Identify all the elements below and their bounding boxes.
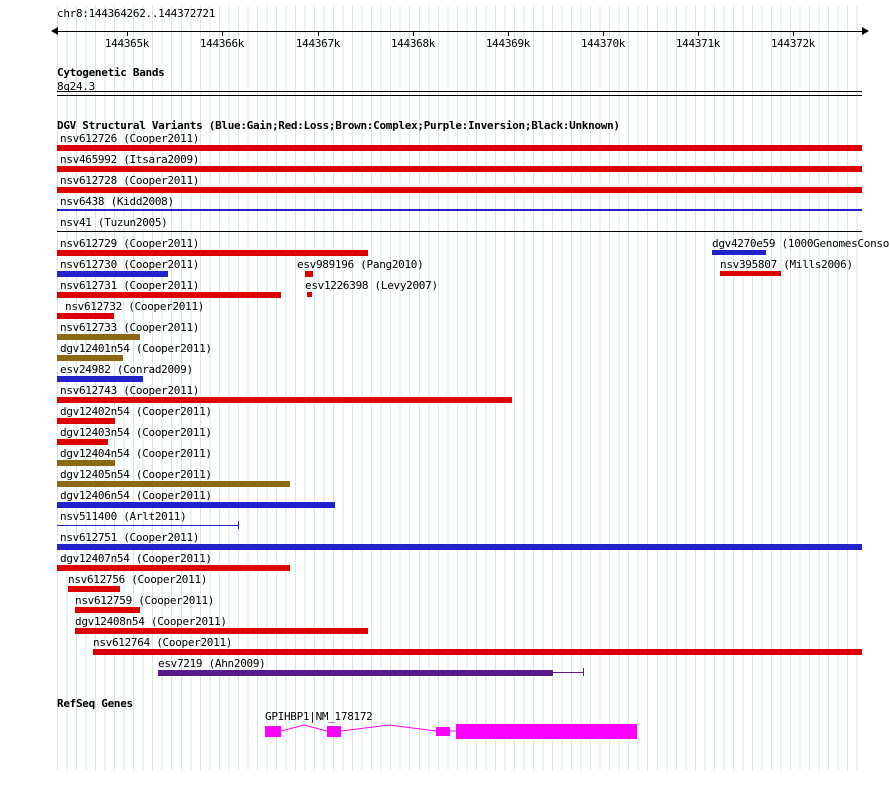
refseq-track-title: RefSeq Genes — [57, 697, 133, 710]
variant-label[interactable]: esv7219 (Ahn2009) — [158, 657, 266, 670]
variant-bar[interactable] — [57, 565, 290, 571]
ruler-tick-mark — [698, 32, 699, 36]
ruler-right-arrow-icon — [862, 27, 869, 35]
variant-label[interactable]: esv1226398 (Levy2007) — [305, 279, 438, 292]
variant-bar[interactable] — [57, 376, 143, 382]
gene-intron-line — [340, 724, 437, 732]
gene-label[interactable]: GPIHBP1|NM_178172 — [265, 710, 373, 723]
variant-bar[interactable] — [93, 649, 862, 655]
variant-bar[interactable] — [57, 166, 862, 172]
variant-label[interactable]: nsv612733 (Cooper2011) — [60, 321, 200, 334]
variant-label[interactable]: nsv612731 (Cooper2011) — [60, 279, 200, 292]
ruler-tick-mark — [318, 32, 319, 36]
gene-exon[interactable] — [265, 726, 281, 737]
ruler-tick-mark — [508, 32, 509, 36]
dgv-track-title: DGV Structural Variants (Blue:Gain;Red:L… — [57, 119, 620, 132]
coordinate-gridlines — [57, 6, 863, 770]
variant-label[interactable]: dgv12404n54 (Cooper2011) — [60, 447, 212, 460]
ruler-tick-mark — [127, 32, 128, 36]
ruler-tick-label: 144367k — [295, 37, 341, 50]
variant-bar[interactable] — [305, 271, 313, 277]
variant-bar[interactable] — [57, 292, 281, 298]
variant-bar[interactable] — [57, 481, 290, 487]
variant-bar[interactable] — [307, 292, 312, 297]
variant-bar[interactable] — [57, 231, 862, 232]
ruler-tick-label: 144370k — [580, 37, 626, 50]
variant-bar[interactable] — [583, 668, 584, 676]
variant-bar[interactable] — [57, 187, 862, 193]
ruler-tick-label: 144366k — [199, 37, 245, 50]
region-coordinates: chr8:144364262..144372721 — [57, 7, 216, 20]
variant-bar[interactable] — [75, 628, 368, 634]
variant-label[interactable]: nsv612759 (Cooper2011) — [75, 594, 215, 607]
variant-label[interactable]: nsv612730 (Cooper2011) — [60, 258, 200, 271]
variant-label[interactable]: nsv612751 (Cooper2011) — [60, 531, 200, 544]
variant-bar[interactable] — [720, 271, 781, 276]
variant-label[interactable]: nsv612743 (Cooper2011) — [60, 384, 200, 397]
variant-bar[interactable] — [57, 397, 512, 403]
variant-label[interactable]: esv989196 (Pang2010) — [297, 258, 424, 271]
variant-bar[interactable] — [57, 355, 123, 361]
variant-label[interactable]: esv24982 (Conrad2009) — [60, 363, 193, 376]
variant-label[interactable]: dgv12407n54 (Cooper2011) — [60, 552, 212, 565]
gene-exon[interactable] — [436, 727, 450, 736]
variant-bar[interactable] — [57, 313, 114, 319]
variant-bar[interactable] — [712, 250, 766, 255]
ruler-tick-label: 144371k — [675, 37, 721, 50]
ruler-tick-label: 144365k — [104, 37, 150, 50]
variant-label[interactable]: nsv612728 (Cooper2011) — [60, 174, 200, 187]
variant-bar[interactable] — [57, 418, 115, 424]
ruler-left-arrow-icon — [51, 27, 58, 35]
variant-label[interactable]: dgv12403n54 (Cooper2011) — [60, 426, 212, 439]
variant-bar[interactable] — [57, 250, 368, 256]
variant-label[interactable]: nsv6438 (Kidd2008) — [60, 195, 174, 208]
gene-intron-line — [280, 724, 328, 732]
variant-label[interactable]: nsv612726 (Cooper2011) — [60, 132, 200, 145]
variant-label[interactable]: dgv4270e59 (1000GenomesConsort — [712, 237, 890, 250]
variant-bar[interactable] — [57, 460, 115, 466]
variant-label[interactable]: dgv12405n54 (Cooper2011) — [60, 468, 212, 481]
variant-label[interactable]: nsv511400 (Arlt2011) — [60, 510, 187, 523]
cytoband-label: 8q24.3 — [57, 80, 95, 93]
variant-label[interactable]: dgv12406n54 (Cooper2011) — [60, 489, 212, 502]
ruler-tick-mark — [413, 32, 414, 36]
variant-bar[interactable] — [57, 209, 862, 211]
variant-label[interactable]: nsv612729 (Cooper2011) — [60, 237, 200, 250]
variant-bar[interactable] — [57, 502, 335, 508]
variant-bar[interactable] — [553, 672, 584, 673]
variant-bar[interactable] — [57, 145, 862, 151]
variant-label[interactable]: nsv612732 (Cooper2011) — [65, 300, 205, 313]
ruler-line — [57, 31, 862, 32]
variant-bar[interactable] — [75, 607, 140, 613]
variant-bar[interactable] — [57, 439, 108, 445]
ruler-tick-label: 144369k — [485, 37, 531, 50]
ruler-tick-label: 144368k — [390, 37, 436, 50]
cytobands-track-title: Cytogenetic Bands — [57, 66, 165, 79]
variant-label[interactable]: nsv612764 (Cooper2011) — [93, 636, 233, 649]
variant-label[interactable]: nsv465992 (Itsara2009) — [60, 153, 200, 166]
variant-bar[interactable] — [57, 525, 239, 526]
variant-label[interactable]: dgv12408n54 (Cooper2011) — [75, 615, 227, 628]
variant-label[interactable]: nsv41 (Tuzun2005) — [60, 216, 168, 229]
variant-label[interactable]: dgv12401n54 (Cooper2011) — [60, 342, 212, 355]
gene-exon[interactable] — [456, 724, 637, 739]
variant-bar[interactable] — [68, 586, 120, 592]
ruler-tick-mark — [603, 32, 604, 36]
gene-exon[interactable] — [327, 726, 341, 737]
variant-bar[interactable] — [57, 544, 862, 550]
variant-bar[interactable] — [238, 521, 239, 529]
variant-label[interactable]: dgv12402n54 (Cooper2011) — [60, 405, 212, 418]
variant-label[interactable]: nsv612756 (Cooper2011) — [68, 573, 208, 586]
variant-bar[interactable] — [158, 670, 553, 676]
ruler-tick-label: 144372k — [770, 37, 816, 50]
ruler-tick-mark — [793, 32, 794, 36]
variant-label[interactable]: nsv395807 (Mills2006) — [720, 258, 853, 271]
variant-bar[interactable] — [57, 334, 140, 340]
variant-bar[interactable] — [57, 271, 168, 277]
ruler-tick-mark — [222, 32, 223, 36]
cytoband-bar[interactable] — [57, 91, 862, 96]
